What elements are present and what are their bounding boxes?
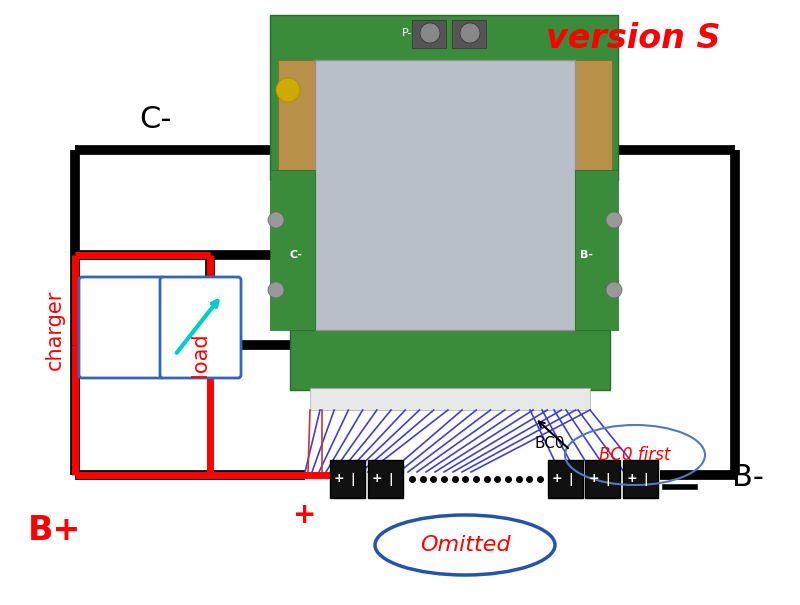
Bar xyxy=(623,460,658,498)
Polygon shape xyxy=(575,60,612,170)
Bar xyxy=(548,460,583,498)
Polygon shape xyxy=(315,60,575,330)
Circle shape xyxy=(606,282,622,298)
Text: P-: P- xyxy=(402,28,412,38)
Polygon shape xyxy=(278,60,315,170)
Bar xyxy=(368,460,403,498)
Text: load: load xyxy=(190,333,210,378)
FancyBboxPatch shape xyxy=(160,277,241,378)
Text: |: | xyxy=(350,473,355,485)
Text: |: | xyxy=(644,473,648,485)
Text: +: + xyxy=(334,473,344,485)
Text: B+: B+ xyxy=(28,514,82,546)
Bar xyxy=(412,20,446,48)
Polygon shape xyxy=(575,170,618,330)
Text: C-: C- xyxy=(290,250,303,260)
Text: version S: version S xyxy=(546,22,720,54)
Bar xyxy=(585,460,620,498)
Text: +: + xyxy=(294,501,317,529)
Text: BC0: BC0 xyxy=(535,436,566,451)
Circle shape xyxy=(420,23,440,43)
Text: BC0 first: BC0 first xyxy=(599,446,670,464)
Bar xyxy=(452,20,486,48)
Bar xyxy=(330,460,365,498)
FancyBboxPatch shape xyxy=(79,277,165,378)
Text: +: + xyxy=(589,473,599,485)
Text: |: | xyxy=(569,473,574,485)
Text: |: | xyxy=(389,473,394,485)
Text: +: + xyxy=(552,473,562,485)
Text: Omitted: Omitted xyxy=(420,535,510,555)
Polygon shape xyxy=(270,15,618,180)
Text: |: | xyxy=(606,473,610,485)
Polygon shape xyxy=(310,388,590,410)
Text: +: + xyxy=(372,473,382,485)
Circle shape xyxy=(268,282,284,298)
Circle shape xyxy=(268,212,284,228)
Polygon shape xyxy=(270,170,315,330)
Circle shape xyxy=(460,23,480,43)
Text: +: + xyxy=(626,473,638,485)
Text: B-: B- xyxy=(580,250,593,260)
Text: C-: C- xyxy=(139,105,171,134)
Polygon shape xyxy=(290,330,610,390)
Text: B-: B- xyxy=(732,463,764,492)
Circle shape xyxy=(606,212,622,228)
Text: charger: charger xyxy=(45,290,65,370)
Circle shape xyxy=(276,78,300,102)
